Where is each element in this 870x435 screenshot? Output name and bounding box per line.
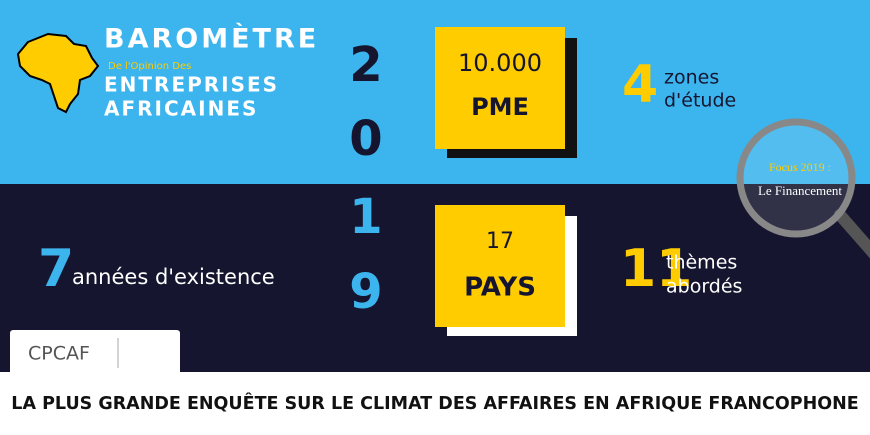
africa-map [16, 32, 100, 114]
focus-label: Le Financement [758, 183, 842, 198]
box-label: PME [471, 93, 529, 121]
caption: LA PLUS GRANDE ENQUÊTE SUR LE CLIMAT DES… [11, 392, 858, 414]
logo-box [10, 330, 180, 376]
stat-number: 11 [620, 239, 692, 299]
year-digit: 2 [349, 37, 382, 93]
stat-label: thèmes [666, 252, 737, 274]
caption-band [0, 372, 870, 435]
stat-label: abordés [666, 276, 742, 298]
stat-label: d'étude [664, 90, 736, 112]
stat-box [435, 27, 565, 149]
stat-number: 4 [622, 55, 658, 115]
box-label: PAYS [464, 273, 536, 303]
logo-text: CPCAF [28, 343, 90, 365]
stat-number: 7 [38, 239, 74, 299]
year-digit: 0 [349, 111, 382, 167]
stat-box [435, 205, 565, 327]
magnifier-lens [736, 118, 856, 238]
year-digit: 9 [349, 264, 382, 320]
box-number: 17 [486, 229, 514, 254]
title: BAROMÈTRE [104, 23, 319, 55]
title-line: AFRICAINES [104, 97, 258, 121]
box-number: 10.000 [458, 49, 542, 77]
subtitle: De l'Opinion Des [108, 61, 191, 72]
focus-label: Focus 2019 : [769, 160, 831, 174]
year-digit: 1 [349, 189, 382, 245]
stat-label: zones [664, 67, 719, 89]
stat-label: années d'existence [72, 265, 275, 289]
title-line: ENTREPRISES [104, 73, 279, 97]
magnifier-handle [834, 209, 870, 259]
